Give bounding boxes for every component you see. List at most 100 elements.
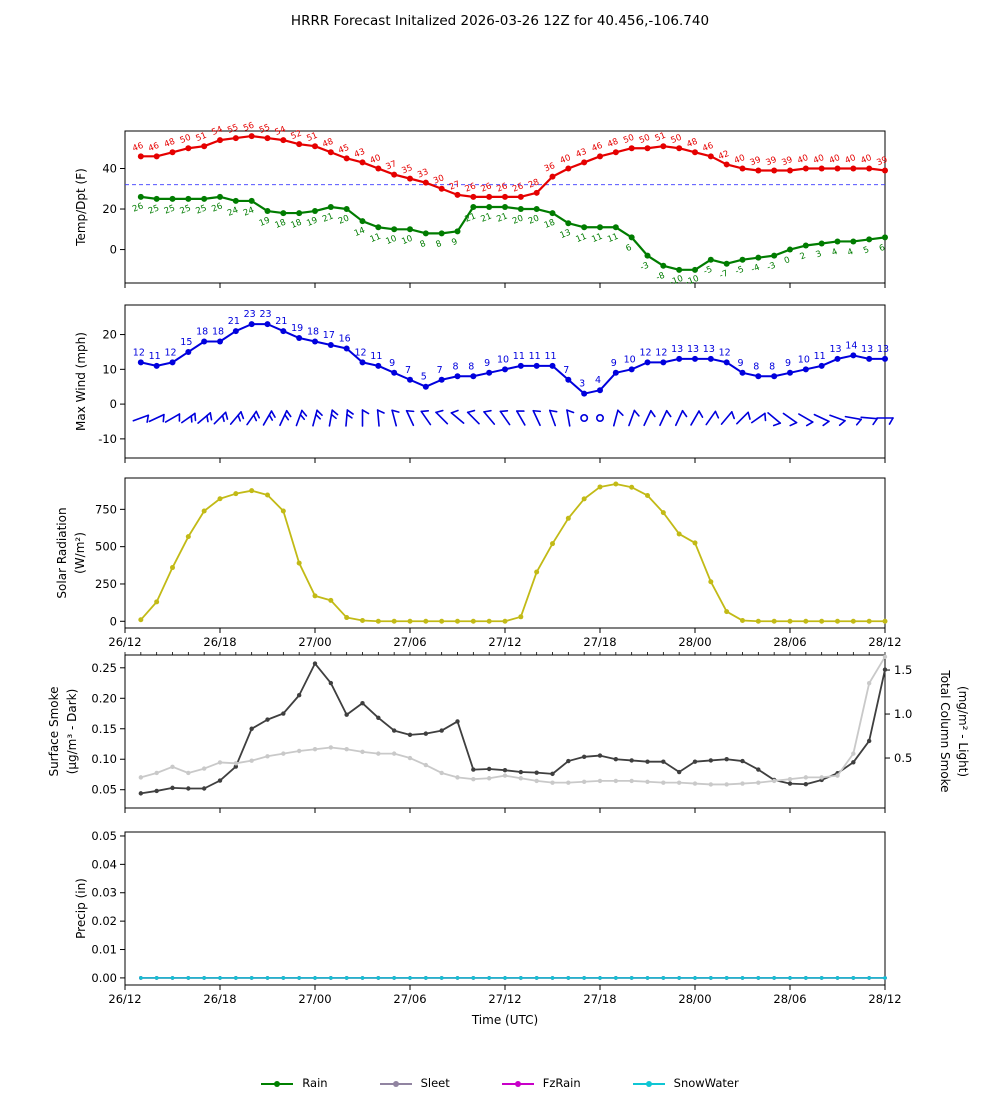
data-point (264, 135, 271, 142)
point-value-label: 40 (796, 153, 810, 166)
time-tick-label: 27/06 (393, 992, 426, 1006)
temp-y-axis-label: Temp/Dpt (F) (74, 168, 88, 247)
precip-y-tick-label: 0.04 (91, 857, 117, 871)
data-point (772, 976, 776, 980)
wind-barb-shaft (420, 410, 432, 426)
data-point (645, 492, 650, 498)
wind-barb-tick (190, 415, 193, 423)
point-value-label: 13 (829, 344, 841, 355)
point-value-label: 46 (590, 141, 604, 154)
point-value-label: 9 (611, 358, 617, 369)
wind-barb-tick (376, 409, 385, 414)
data-point (802, 242, 809, 249)
data-point (328, 745, 334, 750)
point-value-label: 25 (163, 203, 177, 216)
data-point (802, 165, 809, 172)
calm-wind-circle (595, 414, 604, 423)
point-value-label: 13 (559, 228, 573, 241)
time-tick-label: 26/12 (108, 635, 141, 649)
wind-y-tick-label: 0 (110, 397, 117, 411)
point-value-label: 46 (701, 141, 715, 154)
point-value-label: 10 (400, 234, 414, 247)
wind-barb-tick (822, 420, 830, 427)
data-point (788, 976, 792, 980)
data-point (549, 173, 556, 180)
data-point (360, 976, 365, 980)
data-point (154, 770, 159, 776)
data-point (281, 976, 286, 980)
data-point (519, 976, 523, 980)
data-point (153, 153, 160, 160)
wind-barb-tick (772, 422, 782, 427)
data-point (249, 758, 254, 763)
data-point (391, 728, 397, 733)
temp-y-tick-label: 20 (102, 202, 117, 216)
wind-barb-shaft (246, 410, 258, 426)
smoke-y-tick-label: 0.10 (91, 752, 117, 766)
point-value-label: 36 (543, 161, 557, 174)
point-value-label: 6 (878, 243, 887, 254)
data-point (471, 767, 476, 772)
data-point (581, 496, 587, 502)
point-value-label: 26 (495, 181, 509, 194)
point-value-label: 48 (685, 137, 699, 150)
legend-label-snowwater: SnowWater (673, 1076, 739, 1090)
data-point (439, 618, 445, 624)
data-point (422, 383, 429, 390)
data-point (549, 210, 556, 217)
wind-barb-tick (747, 411, 751, 420)
time-tick-label: 26/18 (203, 635, 236, 649)
data-point (359, 359, 366, 366)
data-point (439, 770, 444, 776)
data-point (249, 488, 255, 494)
data-point (866, 165, 873, 172)
data-point (486, 618, 492, 624)
wind-barb-tick (206, 414, 209, 423)
data-point (708, 782, 714, 787)
wind-barb-shaft (345, 409, 349, 427)
point-value-label: 7 (405, 365, 411, 376)
smoke-y-axis-label: (μg/m³ - Dark) (65, 689, 79, 775)
point-value-label: 24 (242, 205, 256, 218)
data-point (756, 976, 761, 980)
wind-barb-shaft (736, 411, 749, 425)
data-point (851, 976, 856, 980)
data-point (376, 715, 381, 720)
data-point (217, 137, 223, 144)
data-point (455, 976, 460, 980)
data-point (360, 700, 365, 706)
point-value-label: 21 (228, 316, 240, 327)
data-point (660, 143, 667, 150)
wind-barb-tick (299, 413, 306, 421)
data-point (566, 780, 571, 785)
data-point (866, 738, 872, 744)
data-point (517, 193, 524, 200)
data-point (376, 976, 381, 980)
data-point (550, 976, 555, 980)
data-point (550, 771, 555, 777)
wind-barb-shaft (628, 409, 636, 427)
data-point (692, 759, 698, 764)
data-point (676, 780, 682, 785)
data-point (518, 769, 524, 775)
wind-barb-tick (483, 409, 492, 413)
time-tick-label: 28/00 (678, 992, 711, 1006)
data-point (407, 175, 413, 182)
data-point (232, 135, 239, 142)
point-value-label: -10 (668, 274, 685, 288)
data-point (628, 234, 635, 241)
data-point (154, 788, 159, 794)
data-point (280, 137, 287, 144)
point-value-label: 28 (527, 177, 541, 190)
data-point (628, 145, 635, 152)
data-point (280, 508, 286, 514)
data-point (265, 754, 270, 759)
data-point (613, 481, 619, 487)
point-value-label: 40 (860, 153, 874, 166)
data-point (470, 618, 476, 624)
data-point (629, 976, 634, 980)
point-value-label: 43 (353, 147, 367, 160)
point-value-label: 11 (575, 232, 589, 245)
